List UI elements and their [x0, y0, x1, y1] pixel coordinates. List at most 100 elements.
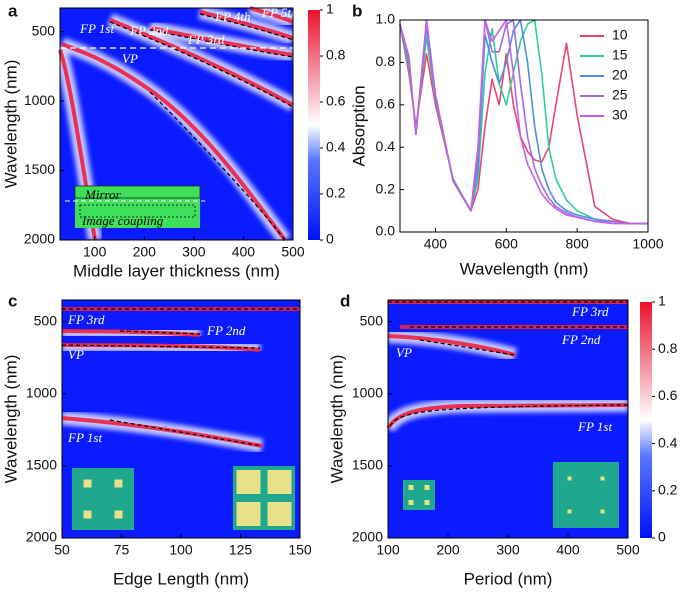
- mode-fit: [109, 419, 263, 447]
- inset-patch: [236, 470, 261, 494]
- legend-label: 20: [612, 67, 628, 83]
- y-tick-label: 2000: [26, 529, 57, 545]
- mode-band: [149, 26, 294, 57]
- x-tick-label: 300: [496, 542, 520, 558]
- annotation: Image coupling: [81, 213, 164, 228]
- colorbar-tick-label: 0.2: [658, 482, 678, 498]
- mode-fit: [149, 91, 286, 241]
- inset-cell: [553, 462, 619, 528]
- mode-band: [109, 18, 294, 107]
- inset-top: [74, 185, 201, 199]
- inset-patch: [567, 476, 572, 481]
- colorbar-tick-label: 0.4: [658, 434, 678, 450]
- y-tick-label: 500: [360, 312, 384, 328]
- y-axis-label: Absorption: [349, 85, 368, 166]
- x-axis-label: Period (nm): [464, 569, 553, 588]
- plot-frame: [59, 7, 294, 241]
- annotation: FP 1st: [67, 430, 102, 445]
- colorbar: [308, 10, 320, 240]
- y-tick-label: 1500: [24, 161, 55, 177]
- inset-cell: [72, 468, 134, 530]
- annotation: VP: [396, 345, 412, 360]
- colorbar-tick-label: 1: [326, 1, 334, 17]
- line-series: [399, 19, 648, 225]
- annotation: FP 3rd: [187, 32, 225, 47]
- mode-band: [61, 42, 287, 242]
- panel-label: b: [352, 1, 362, 20]
- x-tick-label: 75: [114, 542, 130, 558]
- y-axis-label: Wavelength (nm): [1, 355, 20, 484]
- y-tick-label: 1500: [26, 457, 57, 473]
- x-tick-label: 400: [556, 542, 580, 558]
- inset-patch: [424, 500, 430, 505]
- inset-cell: [403, 480, 435, 510]
- y-tick-label: 0.0: [376, 223, 396, 239]
- inset-patch: [424, 485, 430, 490]
- annotation: VP: [68, 347, 84, 362]
- mode-band: [249, 6, 294, 24]
- x-tick-label: 150: [288, 542, 312, 558]
- y-tick-label: 500: [34, 312, 58, 328]
- colorbar-tick-label: 0: [658, 529, 666, 545]
- inset-patch: [567, 509, 572, 514]
- plot-frame: [399, 19, 649, 233]
- legend-label: 25: [612, 87, 628, 103]
- colorbar-tick-label: 0.6: [658, 387, 678, 403]
- x-tick-label: 800: [565, 236, 589, 252]
- x-tick-label: 125: [229, 542, 253, 558]
- annotation: FP 4th: [214, 9, 251, 24]
- panel-label: c: [8, 291, 17, 310]
- y-tick-label: 1500: [352, 457, 383, 473]
- colorbar-tick-label: 0.6: [326, 93, 346, 109]
- x-tick-label: 600: [495, 236, 519, 252]
- line-series: [399, 19, 648, 225]
- mode-fit: [419, 339, 516, 356]
- inset-layer: [79, 204, 196, 218]
- y-tick-label: 1.0: [376, 11, 396, 27]
- x-axis-label: Middle layer thickness (nm): [73, 261, 280, 280]
- y-tick-label: 1000: [24, 92, 55, 108]
- inset-patch: [83, 479, 92, 488]
- y-tick-label: 1000: [26, 384, 57, 400]
- x-tick-label: 200: [133, 244, 157, 260]
- y-tick-label: 0.6: [376, 96, 396, 112]
- legend-label: 15: [612, 47, 628, 63]
- inset-patch: [408, 500, 414, 505]
- x-tick-label: 500: [281, 244, 305, 260]
- colorbar-tick-label: 0.4: [326, 139, 346, 155]
- x-tick-label: 100: [169, 542, 193, 558]
- inset-patch: [83, 510, 92, 519]
- y-tick-label: 0.4: [376, 138, 396, 154]
- inset-patch: [600, 476, 605, 481]
- colorbar-tick-label: 0.8: [326, 47, 346, 63]
- annotation: VP: [122, 51, 138, 66]
- y-tick-label: 1000: [352, 384, 383, 400]
- inset-patch: [600, 509, 605, 514]
- colorbar: [640, 302, 652, 538]
- inset-patch: [236, 502, 261, 526]
- x-tick-label: 200: [436, 542, 460, 558]
- annotation: FP 1st: [577, 419, 612, 434]
- x-tick-label: 500: [616, 542, 640, 558]
- y-axis-label: Wavelength (nm): [327, 355, 346, 484]
- panel-label: a: [8, 1, 18, 20]
- mode-fit: [61, 344, 261, 349]
- annotation: FP 3rd: [571, 304, 609, 319]
- x-axis-label: Wavelength (nm): [460, 259, 589, 278]
- annotation: Mirror: [84, 187, 122, 202]
- panel: 10 15 20 25 30 400 600 800 1000 0.0 0.2 0.4 0.6 0.8 1.…: [349, 1, 663, 278]
- annotation: FP 5th: [261, 5, 298, 20]
- x-tick-label: 400: [232, 244, 256, 260]
- x-axis-label: Edge Length (nm): [113, 569, 249, 588]
- y-tick-label: 500: [32, 22, 56, 38]
- panel-label: d: [340, 291, 350, 310]
- panel: FP 3rd FP 2nd VP FP 1st 50 75 100 125 150 500 1000…: [1, 291, 311, 588]
- line-series: [399, 24, 648, 225]
- inset-patch: [114, 479, 123, 488]
- x-tick-label: 1000: [632, 236, 663, 252]
- mode-band: [387, 334, 516, 357]
- colorbar-tick-label: 1: [658, 293, 666, 309]
- annotation: FP 3rd: [67, 312, 105, 327]
